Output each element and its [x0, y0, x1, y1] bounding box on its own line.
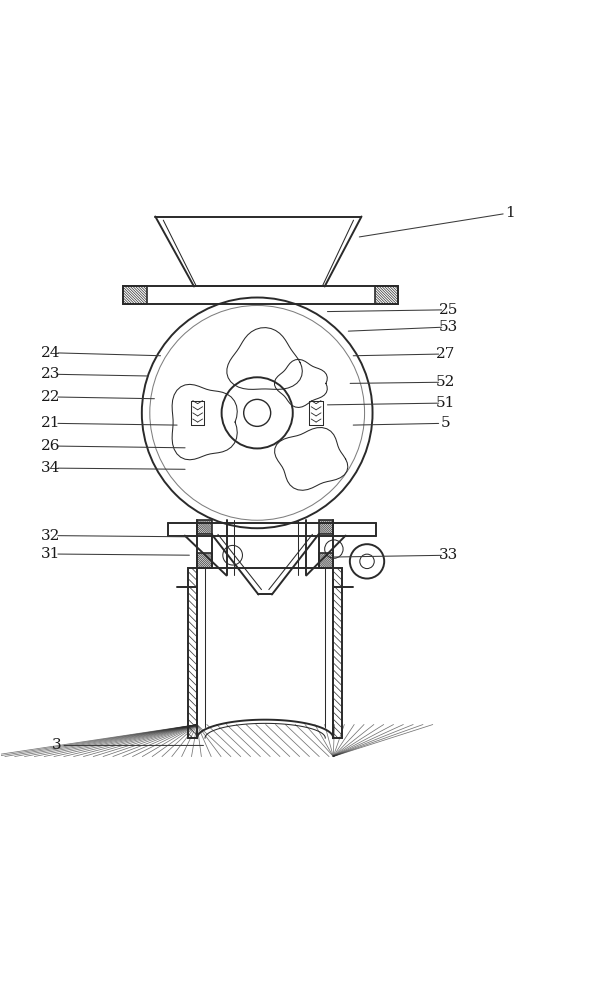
Text: 25: 25 [439, 303, 458, 317]
Text: 1: 1 [505, 206, 515, 220]
Text: 22: 22 [41, 390, 61, 404]
Text: 5: 5 [441, 416, 450, 430]
Text: 34: 34 [41, 461, 61, 475]
Text: 21: 21 [41, 416, 61, 430]
Text: 32: 32 [41, 529, 61, 543]
Text: 52: 52 [436, 375, 455, 389]
Text: 51: 51 [436, 396, 455, 410]
Text: 23: 23 [41, 367, 61, 381]
Text: 24: 24 [41, 346, 61, 360]
Text: 33: 33 [439, 548, 458, 562]
Text: 27: 27 [436, 347, 455, 361]
Text: 3: 3 [52, 738, 62, 752]
Text: 53: 53 [439, 320, 458, 334]
Text: 26: 26 [41, 439, 61, 453]
Text: 31: 31 [41, 547, 61, 561]
